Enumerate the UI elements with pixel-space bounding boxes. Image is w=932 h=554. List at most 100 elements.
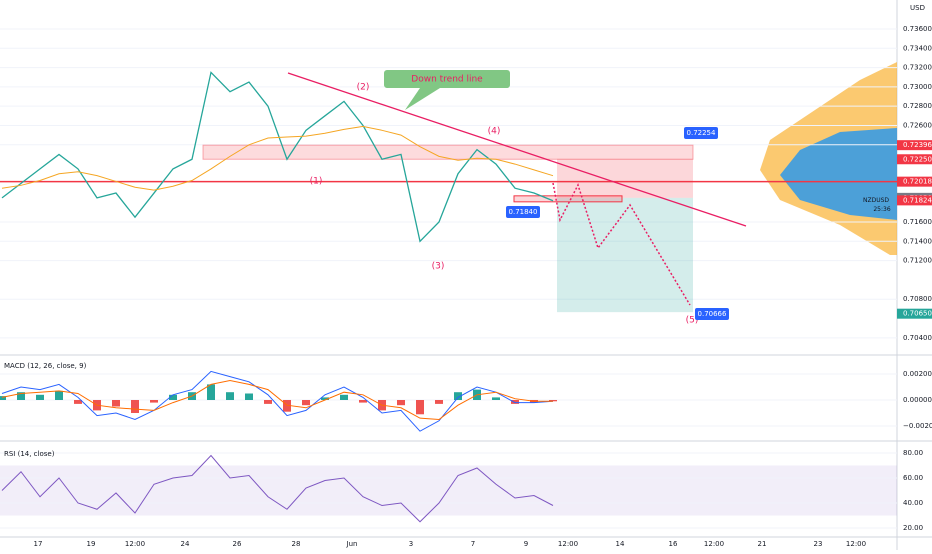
x-tick-label: 14 (616, 540, 625, 548)
x-tick-label: 12:00 (125, 540, 145, 548)
volume-profile-value-area (780, 128, 897, 220)
callout-text: 0.71840 (509, 208, 538, 216)
y-tick-label: 0.73400 (903, 44, 932, 52)
histogram-bar (245, 393, 253, 400)
price-badge-text: 0.70650 (903, 310, 932, 318)
callout-box (506, 206, 540, 218)
pane-title: RSI (14, close) (4, 450, 55, 458)
y-tick-label: 0.73600 (903, 25, 932, 33)
histogram-bar (55, 390, 63, 400)
x-tick-label: 12:00 (846, 540, 866, 548)
price-badge (897, 195, 932, 206)
y-tick-label: −0.00200 (903, 422, 932, 430)
histogram-bar (416, 399, 424, 415)
y-tick-label: 0.73000 (903, 83, 932, 91)
histogram-bar (359, 399, 367, 403)
x-tick-label: 9 (524, 540, 528, 548)
note-pointer (405, 88, 440, 110)
price-line (1, 71, 554, 243)
rsi-band (0, 465, 897, 516)
rsi-line (1, 454, 554, 523)
pane-title: MACD (12, 26, close, 9) (4, 362, 87, 370)
histogram-bar (454, 392, 462, 400)
histogram-bar (36, 394, 44, 400)
y-tick-label: 0.71400 (903, 237, 932, 245)
x-tick-label: 19 (87, 540, 96, 548)
histogram-bar (169, 394, 177, 400)
x-tick-label: 17 (34, 540, 43, 548)
y-tick-label: 0.72600 (903, 121, 932, 129)
price-badge (897, 308, 932, 319)
macd-line (1, 370, 554, 432)
y-tick-label: 0.72800 (903, 102, 932, 110)
price-badge (897, 176, 932, 187)
wave-label: (5) (686, 316, 699, 326)
note-box (384, 70, 510, 88)
y-tick-label: 80.00 (903, 449, 923, 457)
histogram-bar (397, 399, 405, 406)
wave-label: (1) (310, 177, 323, 187)
histogram-bar (226, 392, 234, 400)
x-tick-label: 26 (233, 540, 242, 548)
note-text: Down trend line (411, 75, 483, 85)
y-tick-label: 40.00 (903, 499, 923, 507)
y-tick-label: 0.71600 (903, 218, 932, 226)
histogram-bar (131, 399, 139, 413)
stop-zone (557, 158, 693, 198)
countdown: 25:36 (873, 206, 890, 213)
histogram-bar (511, 399, 519, 404)
x-tick-label: 12:00 (704, 540, 724, 548)
x-tick-label: 16 (669, 540, 678, 548)
histogram-bar (112, 399, 120, 407)
histogram-bar (74, 399, 82, 404)
x-tick-label: Jun (346, 540, 358, 548)
x-tick-label: 21 (758, 540, 767, 548)
histogram-bar (302, 399, 310, 406)
price-badge-text: 0.72018 (903, 178, 932, 186)
histogram-bar (0, 396, 6, 400)
marker-box (513, 195, 623, 203)
histogram-bar (264, 399, 272, 404)
y-tick-label: 0.71200 (903, 257, 932, 265)
price-badge (897, 140, 932, 151)
y-tick-label: 0.00200 (903, 370, 932, 378)
y-tick-label: 60.00 (903, 474, 923, 482)
y-tick-label: 0.70800 (903, 295, 932, 303)
x-tick-label: 23 (814, 540, 823, 548)
x-tick-label: 12:00 (558, 540, 578, 548)
price-badge (897, 154, 932, 165)
histogram-bar (150, 399, 158, 403)
histogram-bar (17, 392, 25, 400)
histogram-bar (435, 399, 443, 404)
histogram-bar (340, 394, 348, 400)
y-tick-label: 20.00 (903, 524, 923, 532)
price-badge-text: 0.72396 (903, 141, 932, 149)
histogram-bar (549, 399, 557, 402)
x-tick-label: 7 (471, 540, 475, 548)
macd-line (1, 379, 553, 420)
trend-line (287, 72, 747, 227)
histogram-bar (283, 399, 291, 412)
x-tick-label: 3 (409, 540, 413, 548)
wave-label: (4) (488, 127, 501, 137)
x-tick-label: 24 (181, 540, 190, 548)
y-tick-label: 0.70400 (903, 334, 932, 342)
callout-text: 0.70666 (698, 310, 727, 318)
target-zone (557, 197, 693, 313)
x-tick-label: 28 (292, 540, 301, 548)
histogram-bar (492, 397, 500, 400)
price-line (1, 125, 554, 191)
callout-box (684, 127, 718, 139)
y-tick-label: 0.73200 (903, 64, 932, 72)
callout-box (695, 308, 729, 320)
y-tick-label: 0.00000 (903, 396, 932, 404)
price-badge-text: 0.72250 (903, 155, 932, 163)
wave-label: (3) (432, 262, 445, 272)
histogram-bar (207, 384, 215, 400)
price-badge-text: 0.71824 (903, 196, 932, 204)
currency: USD (910, 4, 925, 12)
callout-text: 0.72254 (687, 129, 716, 137)
